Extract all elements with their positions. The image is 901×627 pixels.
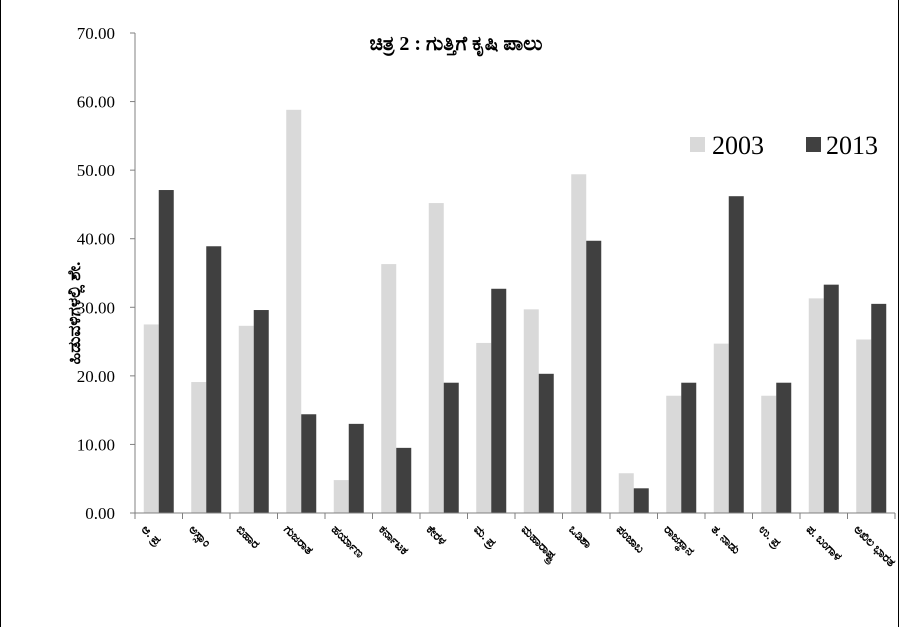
x-tick-label: ಬಿಹಾರ xyxy=(234,522,263,551)
bar-2003-9 xyxy=(571,174,587,513)
x-tick-label: ಉ. ಪ್ರ xyxy=(755,522,784,551)
x-tick-label: ಕರ್ನಾಟಕ xyxy=(376,522,412,558)
y-axis-label: ಹಿಡುವಳಿಗಳಲ್ಲಿ ಶೇ. xyxy=(65,262,86,365)
x-tick-label: ಗುಜರಾತ xyxy=(281,522,316,557)
y-tick-label: 10.00 xyxy=(77,435,115,454)
bar-2013-4 xyxy=(348,423,364,513)
bar-2013-9 xyxy=(586,240,602,513)
bar-2003-10 xyxy=(618,473,634,513)
bar-2003-5 xyxy=(381,264,397,513)
legend-label-2013: 2013 xyxy=(826,131,878,160)
y-tick-label: 0.00 xyxy=(85,504,115,523)
bar-2003-4 xyxy=(333,480,349,513)
x-tick-label: ಪಂಜಾಬ xyxy=(614,522,648,556)
x-tick-label: ತ. ನಾಡು xyxy=(709,522,744,557)
bar-2013-5 xyxy=(396,447,412,513)
legend: 2003 2013 xyxy=(690,131,878,160)
x-tick-label: ಪ. ಬಂಗಾಳ xyxy=(804,522,846,564)
bar-2003-1 xyxy=(191,382,207,513)
bar-2013-2 xyxy=(253,310,269,513)
bar-2003-6 xyxy=(428,203,444,513)
bar-2003-8 xyxy=(523,309,539,513)
bar-2013-13 xyxy=(776,382,792,513)
bar-2003-14 xyxy=(808,298,824,513)
y-tick-label: 20.00 xyxy=(77,367,115,386)
bar-2013-3 xyxy=(301,414,317,513)
legend-label-2003: 2003 xyxy=(712,131,764,160)
bar-2003-2 xyxy=(238,325,254,513)
bar-2013-14 xyxy=(823,284,839,513)
x-tick-label: ಹರ್ಯಾಣ xyxy=(329,522,368,561)
y-tick-label: 30.00 xyxy=(77,298,115,317)
bar-2013-8 xyxy=(538,373,554,513)
bar-2003-0 xyxy=(143,324,159,513)
x-tick-label: ಮ. ಪ್ರ xyxy=(470,522,499,551)
bar-2003-13 xyxy=(761,395,777,513)
legend-swatch-2003 xyxy=(690,137,705,152)
bar-2013-10 xyxy=(633,488,649,513)
x-tick-label: ಕೇರಳ xyxy=(424,522,450,548)
bar-2013-7 xyxy=(491,288,507,513)
bar-2013-12 xyxy=(728,196,744,513)
x-tick-label: ಒಡಿಶಾ xyxy=(566,522,595,551)
y-tick-label: 40.00 xyxy=(77,230,115,249)
bar-2013-11 xyxy=(681,382,697,513)
y-tick-label: 50.00 xyxy=(77,161,115,180)
x-tick-label: ಆ. ಪ್ರ xyxy=(138,522,165,549)
y-tick-label: 70.00 xyxy=(77,24,115,43)
bar-2003-12 xyxy=(713,343,729,513)
x-tick-label: ರಾಜಸ್ಥಾನ xyxy=(658,522,697,561)
bar-2013-6 xyxy=(443,382,459,513)
x-tick-label: ಅಖಿಲ ಭಾರತ xyxy=(851,522,899,570)
bar-2013-1 xyxy=(206,246,222,513)
legend-swatch-2013 xyxy=(806,137,821,152)
bars-layer xyxy=(143,109,887,514)
bar-2013-0 xyxy=(158,190,174,513)
bar-2003-11 xyxy=(666,395,682,513)
bar-2003-3 xyxy=(286,109,302,514)
bar-2003-15 xyxy=(856,339,872,513)
y-tick-label: 60.00 xyxy=(77,93,115,112)
bar-2013-15 xyxy=(871,303,887,513)
chart-title: ಚಿತ್ರ 2 : ಗುತ್ತಿಗೆ ಕೃಷಿ ಪಾಲು xyxy=(369,33,542,57)
bar-2003-7 xyxy=(476,342,492,513)
x-tick-label: ಮಹಾರಾಷ್ಟ್ರ xyxy=(516,522,561,567)
x-tick-label: ಅಸ್ಸಾಂ xyxy=(185,522,214,551)
